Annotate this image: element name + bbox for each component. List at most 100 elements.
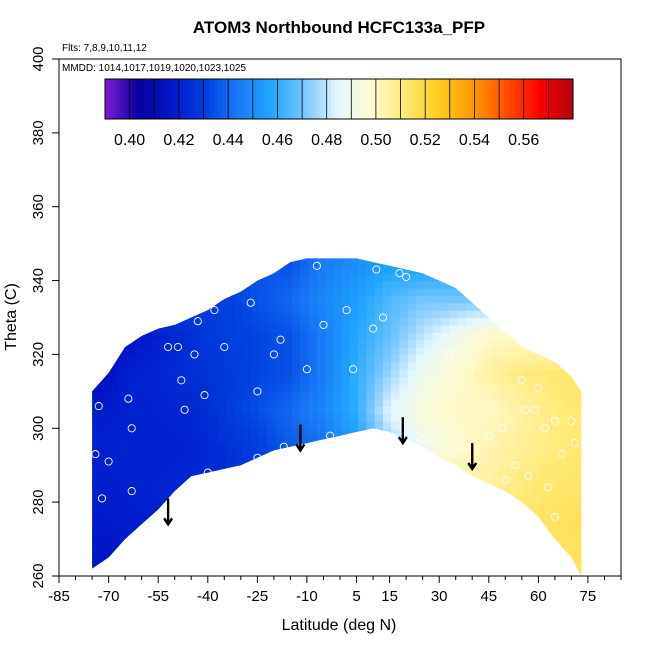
field-cell	[432, 258, 442, 259]
field-cell	[499, 576, 508, 584]
field-cell	[407, 420, 417, 429]
field-cell	[465, 317, 475, 326]
field-cell	[201, 553, 211, 562]
field-cell	[92, 258, 95, 267]
field-cell	[143, 295, 153, 304]
field-cell	[399, 472, 409, 481]
field-cell	[440, 354, 450, 363]
field-cell	[259, 273, 268, 282]
field-cell	[242, 539, 252, 548]
field-cell	[366, 391, 376, 400]
field-cell	[316, 561, 326, 570]
field-cell	[143, 546, 153, 555]
field-cell	[159, 465, 169, 474]
field-cell	[143, 457, 153, 466]
field-cell	[102, 502, 111, 511]
field-cell	[573, 502, 582, 511]
colorbar-segment	[350, 79, 356, 119]
field-cell	[383, 398, 392, 407]
field-cell	[399, 258, 409, 267]
field-cell	[209, 244, 218, 252]
field-cell	[316, 280, 326, 289]
field-cell	[482, 539, 492, 548]
colorbar-segment	[495, 79, 500, 119]
field-cell	[473, 361, 483, 370]
field-cell	[267, 480, 277, 488]
field-cell	[424, 524, 434, 533]
field-cell	[217, 568, 227, 576]
field-cell	[275, 376, 285, 385]
field-cell	[267, 295, 277, 304]
field-cell	[482, 317, 492, 326]
field-cell	[515, 561, 525, 570]
field-cell	[143, 435, 153, 444]
field-cell	[374, 391, 384, 400]
field-cell	[209, 516, 219, 525]
field-cell	[440, 324, 450, 333]
field-cell	[325, 509, 334, 518]
field-cell	[201, 457, 211, 466]
field-cell	[292, 295, 301, 304]
sample-marker	[461, 442, 470, 451]
field-cell	[416, 524, 425, 533]
field-cell	[118, 310, 128, 319]
field-cell	[102, 258, 111, 267]
field-cell	[92, 398, 95, 407]
field-cell	[341, 384, 351, 392]
field-cell	[407, 413, 417, 422]
field-cell	[358, 576, 367, 584]
field-cell	[473, 280, 483, 289]
field-cell	[342, 576, 351, 584]
field-cell	[358, 302, 368, 311]
field-cell	[548, 376, 558, 385]
field-cell	[523, 265, 533, 274]
field-cell	[126, 384, 136, 392]
field-cell	[498, 288, 508, 296]
field-cell	[482, 406, 492, 415]
field-cell	[358, 398, 368, 407]
field-cell	[540, 302, 549, 311]
field-cell	[135, 465, 144, 474]
field-cell	[102, 324, 111, 333]
field-cell	[498, 480, 508, 488]
field-cell	[548, 361, 558, 370]
field-cell	[201, 531, 211, 540]
field-cell	[349, 465, 359, 474]
field-cell	[316, 354, 326, 363]
field-cell	[515, 310, 525, 319]
field-cell	[209, 413, 219, 422]
field-cell	[267, 465, 277, 474]
field-cell	[308, 487, 318, 496]
field-cell	[159, 317, 169, 326]
field-cell	[432, 487, 442, 496]
field-cell	[407, 369, 417, 378]
field-cell	[159, 443, 169, 452]
field-cell	[201, 302, 211, 311]
field-cell	[515, 332, 525, 341]
field-cell	[102, 398, 111, 407]
field-cell	[92, 332, 95, 341]
colorbar-segment	[506, 79, 512, 119]
colorbar-tick-label: 0.42	[163, 132, 194, 149]
field-cell	[407, 332, 417, 341]
field-cell	[564, 494, 574, 503]
field-cell	[473, 310, 483, 319]
field-cell	[349, 435, 359, 444]
field-cell	[515, 539, 525, 548]
field-cell	[333, 494, 343, 503]
field-cell	[267, 524, 277, 533]
field-cell	[126, 531, 136, 540]
field-cell	[234, 391, 244, 400]
field-cell	[250, 539, 260, 548]
sample-marker	[570, 439, 579, 448]
field-cell	[317, 576, 326, 584]
field-cell	[176, 428, 186, 437]
field-cell	[118, 487, 128, 496]
field-cell	[383, 302, 392, 311]
field-cell	[300, 354, 310, 363]
field-cell	[333, 288, 343, 296]
field-cell	[316, 546, 326, 555]
field-cell	[184, 347, 194, 355]
field-cell	[192, 265, 202, 274]
field-cell	[490, 480, 500, 488]
